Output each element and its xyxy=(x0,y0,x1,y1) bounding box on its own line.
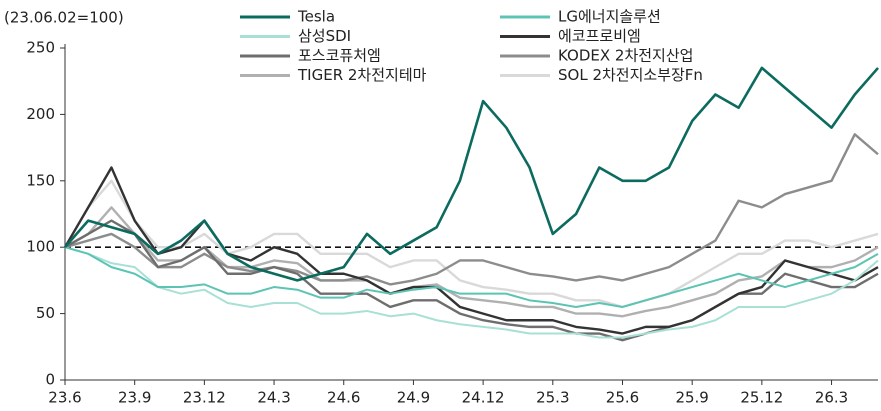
y-tick-label: 250 xyxy=(26,39,55,57)
x-tick-label: 24.9 xyxy=(397,389,430,407)
y-tick-label: 150 xyxy=(26,171,55,189)
y-tick-label: 100 xyxy=(26,238,55,256)
x-tick-label: 23.6 xyxy=(48,389,81,407)
x-tick-label: 24.12 xyxy=(462,389,505,407)
series-line xyxy=(63,166,879,335)
legend-label: SOL 2차전지소부장Fn xyxy=(558,66,703,84)
legend-label: 에코프로비엠 xyxy=(558,27,641,45)
y-axis-label: (23.06.02=100) xyxy=(4,9,124,27)
legend-label: LG에너지솔루션 xyxy=(558,8,661,26)
x-tick-label: 24.3 xyxy=(257,389,290,407)
x-tick-label: 25.9 xyxy=(675,389,708,407)
x-tick-label: 25.6 xyxy=(606,389,639,407)
legend-label: 삼성SDI xyxy=(298,27,351,45)
x-tick-label: 26.3 xyxy=(815,389,848,407)
series-line xyxy=(64,133,879,286)
series-line xyxy=(64,246,879,339)
series-line xyxy=(63,179,879,309)
legend-label: TIGER 2차전지테마 xyxy=(297,66,427,84)
x-tick-label: 25.12 xyxy=(740,389,783,407)
legend-label: KODEX 2차전지산업 xyxy=(558,47,693,65)
legend-label: Tesla xyxy=(297,8,335,26)
y-tick-label: 200 xyxy=(26,105,55,123)
x-tick-label: 23.9 xyxy=(118,389,151,407)
y-tick-label: 0 xyxy=(45,371,55,389)
x-tick-label: 25.3 xyxy=(536,389,569,407)
x-tick-label: 24.6 xyxy=(327,389,360,407)
y-tick-label: 50 xyxy=(36,304,55,322)
series-line xyxy=(64,219,879,342)
legend-label: 포스코퓨처엠 xyxy=(298,47,381,65)
series-line xyxy=(64,246,879,308)
series-line xyxy=(64,206,879,318)
x-tick-label: 23.12 xyxy=(183,389,226,407)
series-line xyxy=(64,66,879,282)
